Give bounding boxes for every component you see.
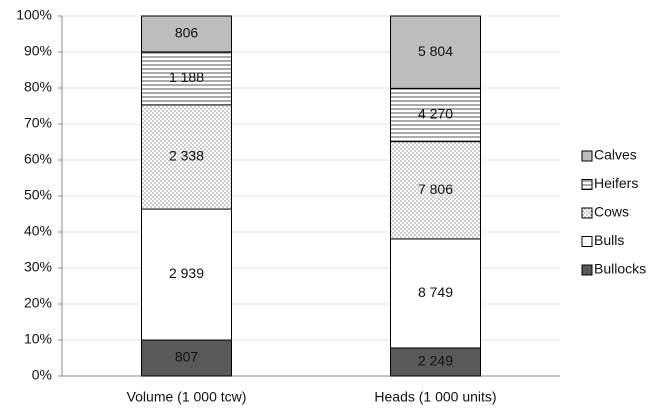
bar-segment [141, 339, 232, 377]
y-tick-label: 100% [16, 7, 52, 23]
legend-swatch [581, 207, 593, 219]
legend-label: Bulls [594, 232, 624, 248]
bar-segment [390, 15, 481, 89]
legend-swatch [581, 179, 593, 190]
value-label: 8 749 [418, 284, 453, 300]
value-label: 5 804 [418, 43, 453, 59]
bar-segment [390, 238, 481, 349]
x-tick-label: Heads (1 000 units) [374, 389, 496, 405]
legend-swatch [581, 264, 593, 276]
value-label: 2 939 [169, 265, 204, 281]
y-tick-label: 70% [24, 115, 52, 131]
legend-label: Cows [594, 204, 629, 220]
bar-segment [390, 141, 481, 240]
y-tick-label: 90% [24, 43, 52, 59]
y-tick-label: 10% [24, 331, 52, 347]
legend-swatch [581, 150, 593, 162]
legend-label: Calves [594, 147, 637, 163]
y-tick-label: 30% [24, 259, 52, 275]
value-label: 806 [175, 25, 199, 41]
value-label: 1 188 [169, 69, 204, 85]
y-tick-label: 80% [24, 79, 52, 95]
y-tick-label: 50% [24, 187, 52, 203]
legend-label: Heifers [594, 175, 638, 191]
y-tick-label: 0% [32, 367, 52, 383]
x-tick-label: Volume (1 000 tcw) [127, 389, 247, 405]
value-label: 7 806 [418, 181, 453, 197]
legend-swatch [581, 236, 593, 247]
value-label: 4 270 [418, 106, 453, 122]
y-tick-label: 40% [24, 223, 52, 239]
value-label: 2 249 [418, 353, 453, 369]
y-tick-label: 20% [24, 295, 52, 311]
y-tick-label: 60% [24, 151, 52, 167]
legend-label: Bullocks [594, 261, 646, 277]
value-label: 807 [175, 349, 199, 365]
value-label: 2 338 [169, 148, 204, 164]
bar-segment [141, 208, 232, 341]
bar-segment [141, 15, 232, 53]
bar-segment [390, 87, 481, 143]
